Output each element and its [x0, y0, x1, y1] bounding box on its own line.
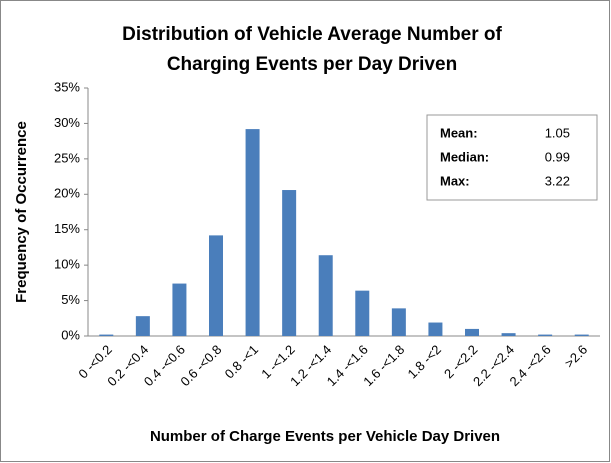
- bar: [135, 316, 150, 336]
- stat-value: 3.22: [545, 173, 570, 188]
- bar: [428, 322, 443, 336]
- bar: [391, 308, 406, 336]
- y-tick-label: 0%: [61, 327, 80, 342]
- stat-label: Max:: [440, 173, 470, 188]
- y-tick-label: 25%: [54, 150, 80, 165]
- y-tick-label: 35%: [54, 79, 80, 94]
- y-tick-label: 30%: [54, 115, 80, 130]
- bar: [465, 328, 479, 336]
- stat-label: Median:: [440, 149, 489, 164]
- bar: [245, 129, 260, 336]
- chart-title: Distribution of Vehicle Average Number o…: [122, 24, 502, 45]
- bar: [574, 334, 589, 336]
- bar: [99, 334, 114, 336]
- y-tick-label: 20%: [54, 186, 80, 201]
- stats-box: [426, 114, 598, 201]
- bar: [282, 190, 297, 336]
- bar: [209, 235, 223, 336]
- stat-value: 1.05: [545, 125, 570, 140]
- y-tick-label: 5%: [61, 292, 80, 307]
- bar: [318, 255, 333, 336]
- x-axis-label: Number of Charge Events per Vehicle Day …: [150, 428, 500, 445]
- bar: [501, 333, 516, 336]
- y-tick-label: 15%: [54, 221, 80, 236]
- bar: [172, 283, 187, 336]
- stat-value: 0.99: [545, 149, 570, 164]
- bar: [355, 290, 370, 336]
- stat-label: Mean:: [440, 125, 478, 140]
- y-tick-label: 10%: [54, 257, 80, 272]
- bar: [538, 334, 553, 336]
- y-axis-label: Frequency of Occurrence: [13, 121, 30, 303]
- chart-title: Charging Events per Day Driven: [167, 54, 457, 75]
